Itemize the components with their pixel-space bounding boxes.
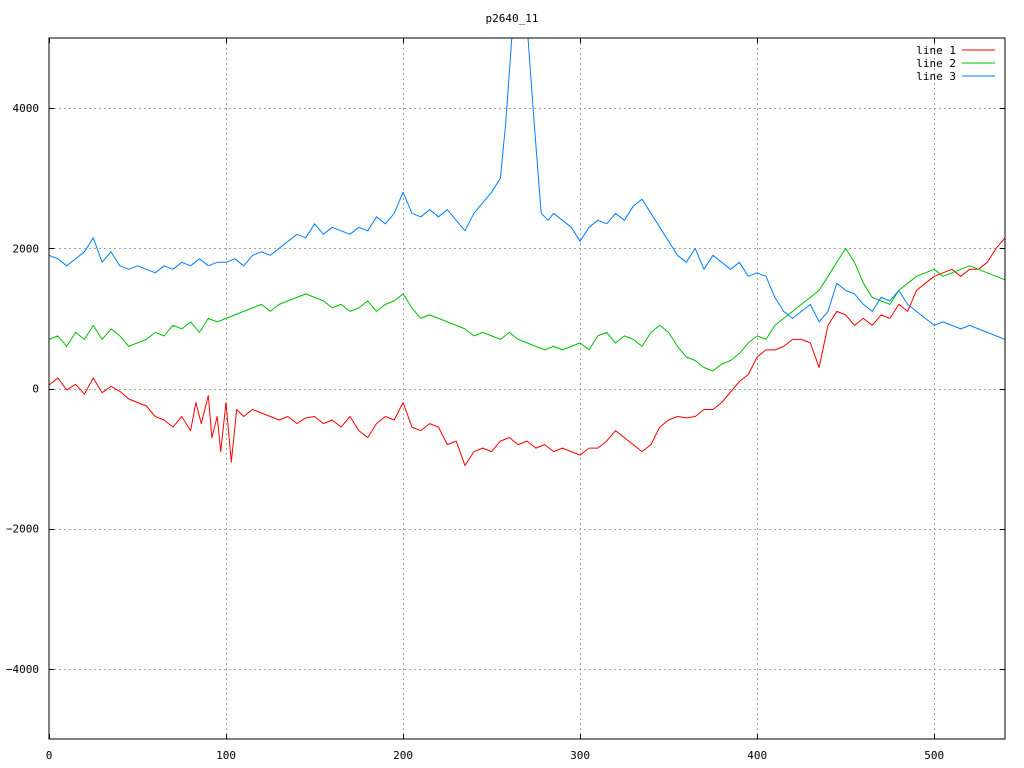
tick-labels: 0 100 200 300 400 500 −4000 −2000 0 2000 4000 bbox=[6, 38, 1005, 762]
y-tick-label: −4000 bbox=[6, 663, 39, 676]
x-tick-label: 400 bbox=[747, 749, 767, 762]
legend-label-2: line 2 bbox=[916, 57, 956, 70]
x-tick-label: 100 bbox=[216, 749, 236, 762]
chart-title: p2640_11 bbox=[486, 12, 539, 25]
series-group bbox=[49, 38, 1005, 467]
y-tick-label: −2000 bbox=[6, 523, 39, 536]
series-line-1 bbox=[49, 237, 1005, 467]
x-tick-label: 200 bbox=[393, 749, 413, 762]
x-tick-label: 0 bbox=[46, 749, 53, 762]
y-tick-label: 0 bbox=[32, 383, 39, 396]
y-tick-label: 4000 bbox=[13, 102, 40, 115]
series-line-3 bbox=[49, 38, 1005, 340]
legend-label-1: line 1 bbox=[916, 44, 956, 57]
y-tick-label: 2000 bbox=[13, 242, 40, 255]
x-tick-label: 300 bbox=[570, 749, 590, 762]
series-line-2 bbox=[49, 247, 1005, 372]
legend-label-3: line 3 bbox=[916, 70, 956, 83]
x-tick-label: 500 bbox=[924, 749, 944, 762]
plot-frame bbox=[48, 37, 1006, 740]
